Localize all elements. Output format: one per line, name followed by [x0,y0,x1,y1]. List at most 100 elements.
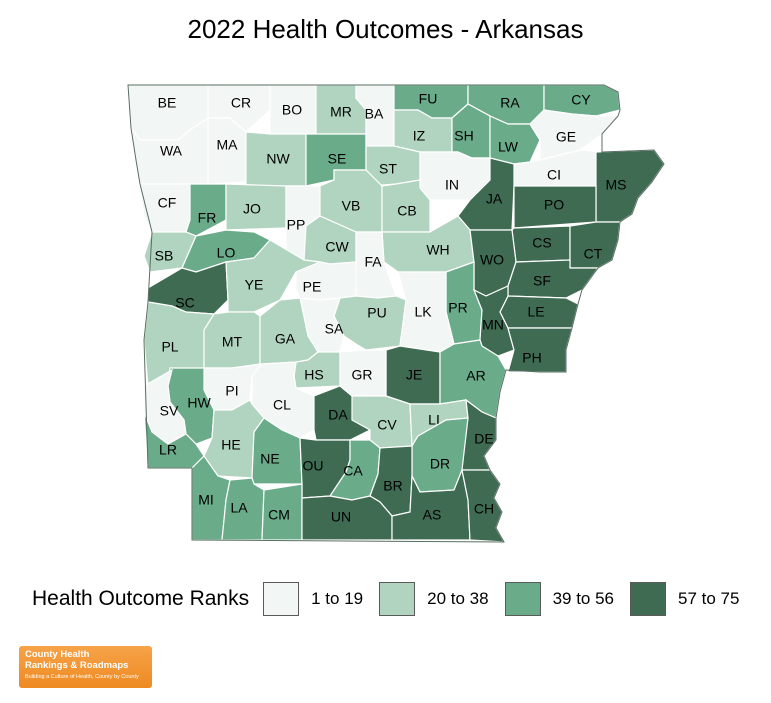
county-iz: IZ [393,109,453,153]
county-label: HS [304,367,323,383]
legend-title: Health Outcome Ranks [32,587,250,610]
legend-swatch-1 [263,582,300,616]
county-label: BE [158,95,177,111]
county-label: DR [430,456,450,472]
county-label: SH [454,128,473,144]
county-label: MN [482,317,504,333]
county-ci: CI [513,149,603,187]
county-label: WO [480,252,504,268]
county-label: PI [225,383,238,399]
county-label: CY [571,92,591,108]
county-lk: LK [397,271,455,353]
county-label: LW [498,139,519,155]
county-label: PH [522,350,541,366]
county-label: UN [331,509,351,525]
county-ca: CA [328,439,381,501]
county-label: FR [198,210,217,226]
county-sf: SF [507,259,600,299]
county-label: WA [160,143,183,159]
county-label: CV [377,417,397,433]
county-gr: GR [339,349,387,397]
county-sb: SB [143,231,197,273]
legend-label: 39 to 56 [552,589,615,608]
county-label: CT [584,246,603,262]
legend-swatch-4 [630,582,667,616]
county-ct: CT [569,221,621,269]
county-label: SE [328,151,347,167]
county-label: SF [533,273,551,289]
county-label: MT [222,334,243,350]
county-label: BA [365,106,384,122]
county-pu: PU [333,295,407,351]
county-label: GA [275,331,296,347]
county-label: SC [175,295,194,311]
county-fr: FR [185,183,227,237]
county-cl: CL [251,361,315,439]
county-label: AR [466,368,485,384]
county-shape [251,361,315,439]
county-shape [391,467,471,541]
legend-swatch-2 [379,582,416,616]
county-label: CB [397,203,416,219]
county-label: SV [160,403,179,419]
county-label: YE [245,277,264,293]
county-label: JE [406,367,422,383]
county-label: PO [544,197,564,213]
county-ms: MS [595,149,665,223]
county-je: JE [385,345,441,405]
county-label: AS [423,507,442,523]
county-label: LI [428,412,440,428]
county-label: CW [325,239,349,255]
county-label: CL [273,397,291,413]
county-pe: PE [295,261,357,301]
county-label: PE [303,279,322,295]
county-po: PO [513,185,597,229]
county-mt: MT [203,311,261,369]
arkansas-map: BE CR BO MR BA FU RA CY WA MA NW SE IZ SH LW GE ST IN CI MS… [127,84,665,543]
legend-item-1: 1 to 19 [263,582,363,616]
county-label: PU [367,305,386,321]
county-cm: CM [261,483,303,541]
county-label: JO [243,201,261,217]
county-label: PP [287,217,306,233]
county-label: CF [158,195,177,211]
county-label: FU [419,91,438,107]
county-label: LO [217,245,236,261]
legend-label: 57 to 75 [678,589,740,608]
legend-item-2: 20 to 38 [379,582,489,616]
county-label: HW [187,395,211,411]
legend-label: 1 to 19 [311,589,364,608]
county-label: BO [282,102,302,118]
county-jo: JO [225,183,287,231]
county-label: WH [426,242,449,258]
county-label: NE [260,451,279,467]
county-label: MI [198,492,214,508]
logo-line-2: Rankings & Roadmaps [25,660,129,671]
county-label: BR [383,478,402,494]
county-label: JA [486,191,503,207]
county-label: CI [547,167,561,183]
county-label: CS [532,235,551,251]
chrr-logo: County Health Rankings & Roadmaps Buildi… [19,646,152,688]
county-label: LR [159,442,177,458]
county-st: ST [365,134,421,187]
county-label: DA [328,407,348,423]
legend-item-4: 57 to 75 [630,582,739,616]
county-label: LE [527,304,544,320]
logo-line-1: County Health [25,649,90,660]
county-sc: SC [147,261,229,315]
legend-swatch-3 [504,582,541,616]
county-map-svg: BE CR BO MR BA FU RA CY WA MA NW SE IZ SH LW GE ST IN CI MS… [127,84,665,543]
legend: Health Outcome Ranks 1 to 19 20 to 38 39… [32,580,755,618]
county-label: GE [556,129,576,145]
map-title: 2022 Health Outcomes - Arkansas [187,14,584,44]
legend-item-3: 39 to 56 [504,582,615,616]
county-label: DE [474,431,493,447]
county-label: SA [325,321,344,337]
county-label: CR [231,95,251,111]
county-label: FA [364,254,382,270]
logo-tagline: Building a Culture of Health, County by … [25,674,139,680]
county-label: RA [500,95,520,111]
county-label: CA [343,463,363,479]
county-label: LK [414,304,432,320]
